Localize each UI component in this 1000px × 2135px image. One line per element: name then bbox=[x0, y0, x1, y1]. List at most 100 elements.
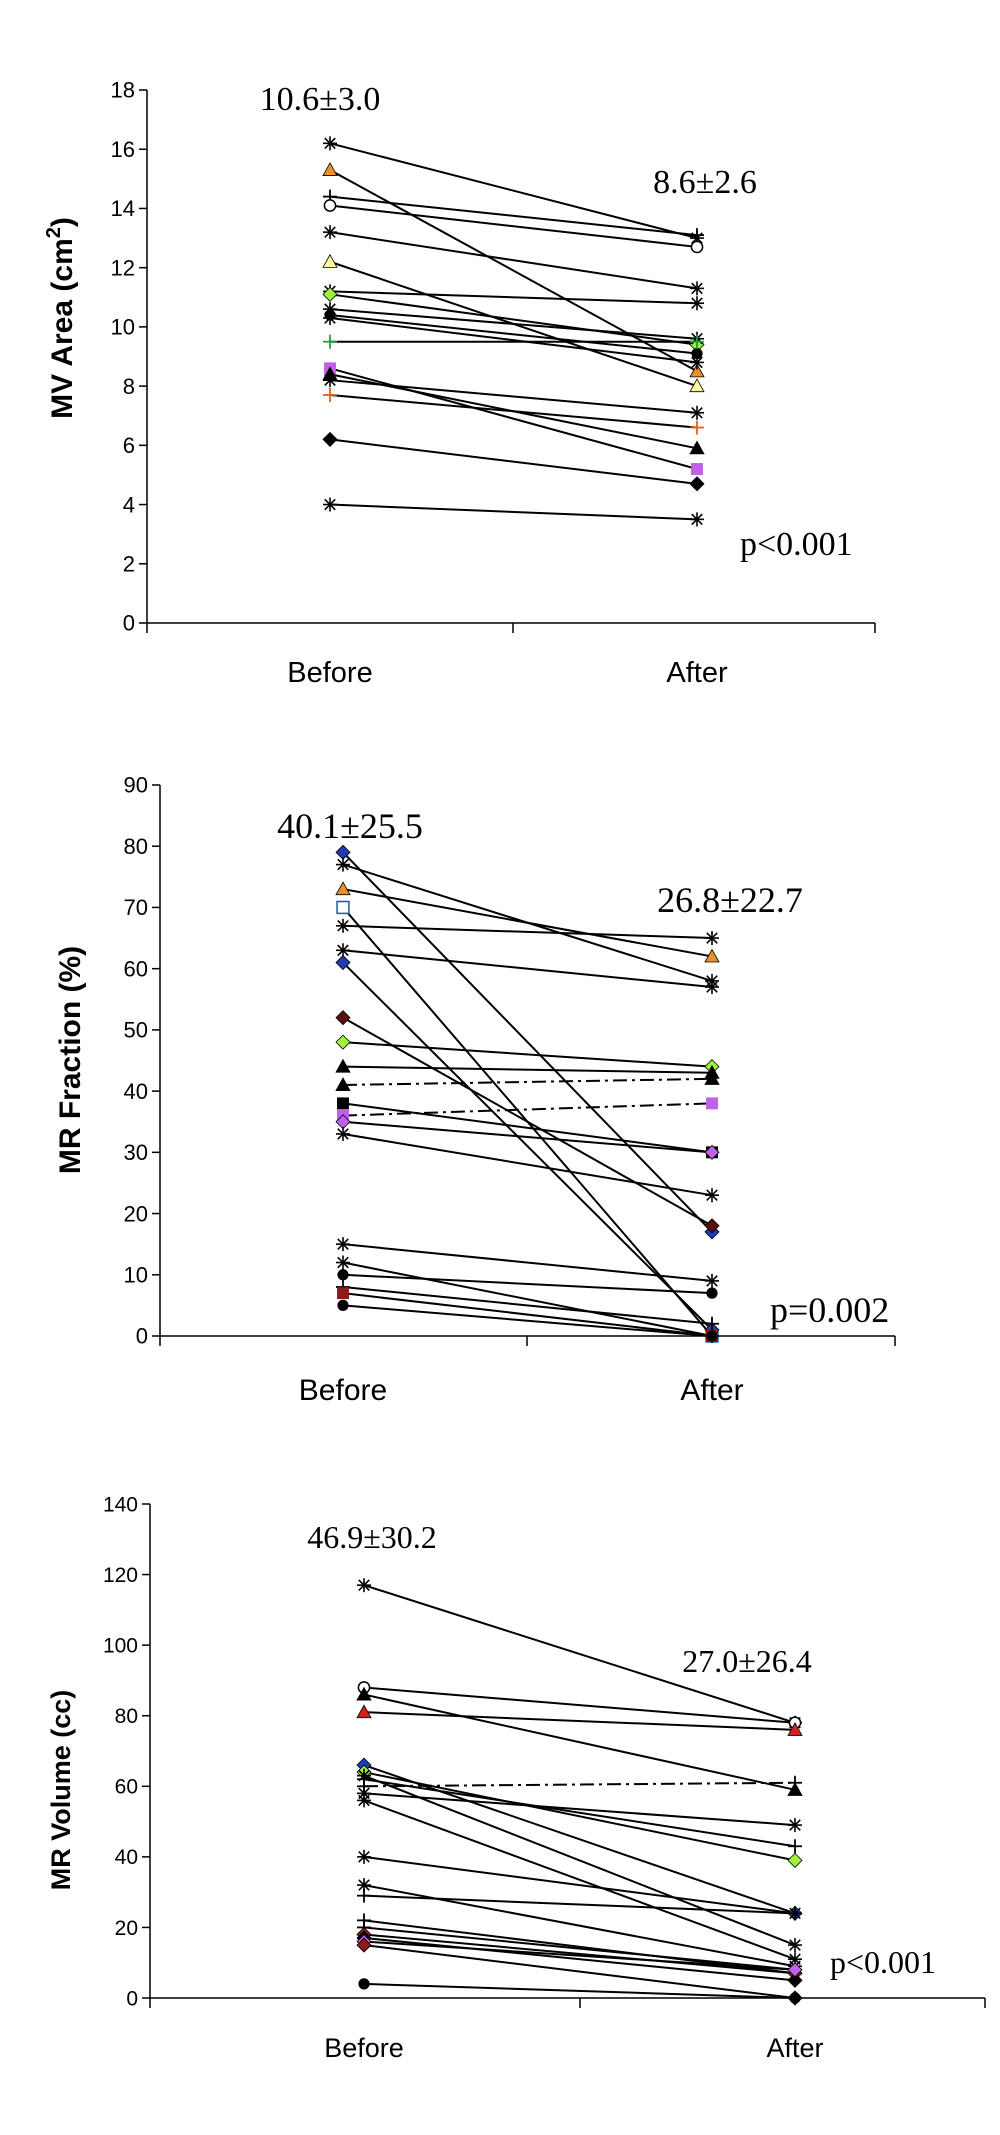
asterisk-marker bbox=[705, 931, 719, 946]
series-line bbox=[329, 142, 698, 240]
circle-marker bbox=[706, 1287, 718, 1299]
marker-stroke bbox=[337, 1238, 349, 1250]
after-stat-label: 26.8±22.7 bbox=[657, 880, 803, 920]
square-marker bbox=[337, 1097, 349, 1110]
marker-stroke bbox=[324, 498, 336, 511]
series-line bbox=[342, 924, 713, 940]
y-axis-label: MV Area (cm2) bbox=[43, 217, 79, 419]
marker-stroke bbox=[337, 1256, 349, 1269]
plus-marker bbox=[788, 1906, 802, 1921]
triangle-marker bbox=[322, 162, 338, 176]
series-line bbox=[363, 1781, 796, 1788]
diamond-marker bbox=[322, 286, 338, 302]
asterisk-marker bbox=[357, 1849, 371, 1864]
marker-stroke bbox=[337, 944, 349, 957]
marker-stroke bbox=[324, 374, 336, 387]
series-line bbox=[329, 290, 698, 305]
diamond-marker bbox=[787, 1972, 803, 1988]
asterisk-marker bbox=[357, 1793, 371, 1808]
series-line bbox=[342, 1292, 713, 1337]
square-marker bbox=[337, 1287, 349, 1300]
marker-stroke bbox=[789, 1819, 801, 1831]
series-line bbox=[363, 1940, 796, 1971]
asterisk-marker bbox=[336, 918, 350, 933]
series-line bbox=[342, 1065, 713, 1074]
asterisk-marker bbox=[336, 1126, 350, 1141]
series-line bbox=[363, 1926, 796, 1971]
series-line bbox=[342, 1102, 713, 1154]
x-ticks: Before After bbox=[159, 1335, 896, 1407]
triangle-marker bbox=[335, 881, 351, 896]
asterisk-marker bbox=[705, 1188, 719, 1203]
y-tick-label: 6 bbox=[123, 433, 135, 458]
marker-stroke bbox=[706, 981, 718, 993]
y-tick-label: 20 bbox=[115, 1917, 138, 1940]
x-ticks: Before After bbox=[149, 1997, 986, 2063]
series-line bbox=[363, 1584, 796, 1724]
p-value-label: p<0.001 bbox=[740, 526, 853, 563]
series-line bbox=[329, 195, 698, 237]
marker-stroke bbox=[691, 297, 703, 310]
asterisk-marker bbox=[336, 943, 350, 958]
y-tick-label: 120 bbox=[103, 1564, 138, 1587]
series-markers bbox=[322, 136, 705, 527]
y-tick-label: 60 bbox=[124, 956, 148, 981]
p-value-label: p<0.001 bbox=[830, 1944, 936, 1980]
marker-stroke bbox=[324, 226, 336, 238]
marker-stroke bbox=[358, 1794, 370, 1807]
y-tick-label: 80 bbox=[115, 1705, 138, 1728]
y-tick-label: 2 bbox=[123, 551, 135, 576]
circle-marker bbox=[706, 1330, 718, 1342]
y-tick-label: 70 bbox=[124, 895, 148, 920]
series-line bbox=[329, 438, 698, 485]
y-tick-label: 0 bbox=[123, 611, 135, 636]
series-line bbox=[329, 379, 698, 414]
marker-stroke bbox=[691, 356, 703, 369]
y-axis-label: MR Volume (cc) bbox=[46, 1690, 76, 1891]
series-line bbox=[342, 1016, 713, 1227]
plus-marker bbox=[788, 1839, 802, 1854]
series-line bbox=[342, 1261, 713, 1337]
series-line bbox=[363, 1693, 796, 1791]
square-open-marker bbox=[336, 900, 350, 915]
series-line bbox=[363, 1933, 796, 1975]
series-line bbox=[342, 961, 713, 1331]
y-axis-label-main: MV Area (cm bbox=[46, 238, 79, 419]
series-line bbox=[363, 1937, 796, 1982]
triangle-marker bbox=[322, 253, 338, 268]
square-marker bbox=[691, 463, 703, 475]
y-tick-label: 10 bbox=[124, 1262, 148, 1287]
diamond-marker bbox=[335, 1034, 351, 1050]
y-tick-label: 12 bbox=[111, 255, 135, 280]
series-line bbox=[363, 1982, 796, 1999]
triangle-marker bbox=[689, 378, 705, 393]
asterisk-marker bbox=[357, 1578, 371, 1593]
y-axis-label: MR Fraction (%) bbox=[54, 946, 87, 1174]
panel-mr-volume: MR Volume (cc) 0 20 40 60 80 100 120 140 Before… bbox=[46, 1493, 986, 2063]
marker-stroke bbox=[324, 312, 336, 324]
series-line bbox=[363, 1711, 796, 1731]
diamond-marker bbox=[787, 1852, 803, 1868]
series-line bbox=[342, 1102, 713, 1117]
marker-stroke bbox=[324, 137, 336, 150]
series-line bbox=[342, 949, 713, 989]
series-line bbox=[329, 503, 698, 521]
y-tick-label: 40 bbox=[115, 1846, 138, 1869]
series-line bbox=[363, 1764, 796, 1915]
y-tick-label: 100 bbox=[103, 1634, 138, 1657]
y-tick-label: 16 bbox=[111, 137, 135, 162]
y-axis-label-super: 2 bbox=[43, 227, 65, 238]
series-line bbox=[363, 1778, 796, 1848]
y-tick-label: 4 bbox=[123, 492, 135, 517]
asterisk-marker bbox=[705, 980, 719, 995]
plus-marker bbox=[705, 1316, 719, 1331]
plus-marker bbox=[690, 420, 704, 435]
after-stat-label: 27.0±26.4 bbox=[682, 1643, 812, 1679]
before-stat-label: 40.1±25.5 bbox=[277, 806, 423, 846]
series-markers bbox=[356, 1578, 803, 2006]
series-line bbox=[329, 314, 698, 355]
asterisk-marker bbox=[690, 355, 704, 370]
series-line bbox=[342, 1120, 713, 1154]
asterisk-marker bbox=[323, 311, 337, 326]
